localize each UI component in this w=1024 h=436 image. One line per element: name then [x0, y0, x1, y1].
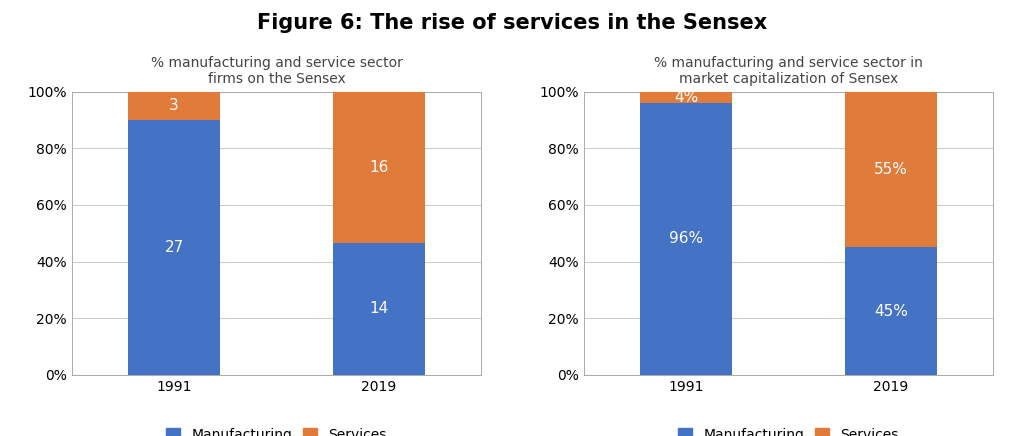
- Bar: [640, 103, 732, 375]
- Bar: [333, 92, 425, 243]
- Text: % manufacturing and service sector
firms on the Sensex: % manufacturing and service sector firms…: [151, 56, 402, 86]
- Text: 4%: 4%: [674, 90, 698, 105]
- Bar: [640, 92, 732, 103]
- Text: % manufacturing and service sector in
market capitalization of Sensex: % manufacturing and service sector in ma…: [654, 56, 923, 86]
- Text: 96%: 96%: [669, 232, 703, 246]
- Bar: [128, 92, 220, 120]
- Text: 16: 16: [370, 160, 388, 175]
- Text: 45%: 45%: [873, 304, 908, 319]
- Text: Figure 6: The rise of services in the Sensex: Figure 6: The rise of services in the Se…: [257, 13, 767, 33]
- Legend: Manufacturing, Services: Manufacturing, Services: [673, 422, 904, 436]
- Bar: [845, 92, 937, 247]
- Legend: Manufacturing, Services: Manufacturing, Services: [161, 422, 392, 436]
- Bar: [845, 247, 937, 375]
- Bar: [128, 120, 220, 375]
- Text: 3: 3: [169, 98, 179, 113]
- Text: 14: 14: [370, 301, 388, 317]
- Text: 55%: 55%: [873, 162, 908, 177]
- Text: 27: 27: [165, 240, 183, 255]
- Bar: [333, 243, 425, 375]
